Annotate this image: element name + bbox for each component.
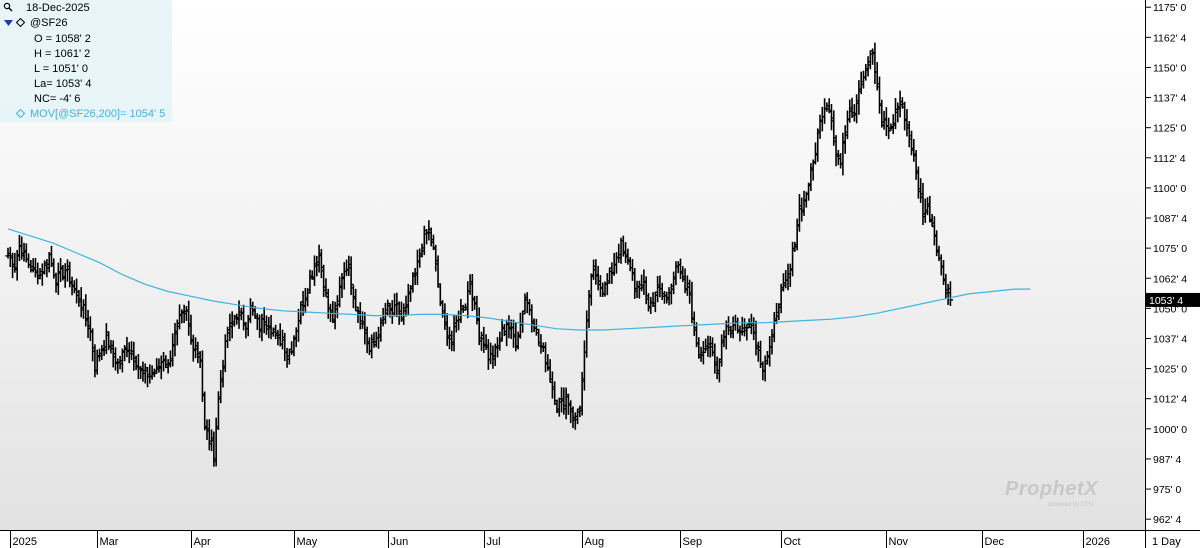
x-axis-label: Oct [784,536,801,548]
moving-average-value: MOV[@SF26,200]= 1054' 5 [30,108,166,120]
price-bar [947,281,954,306]
x-axis-label: May [297,536,318,548]
x-axis-label: Aug [585,536,605,548]
y-axis-label: 1125' 0 [1153,123,1187,135]
y-axis-label: 1100' 0 [1153,183,1187,195]
powered-by-dtn: powered by DTN [1048,502,1094,508]
x-axis-label: Apr [194,536,211,548]
last-price-label: 1053' 4 [1149,295,1183,307]
y-axis-label: 1087' 4 [1153,213,1187,225]
timeframe-label: 1 Day [1152,536,1181,548]
net-change-value: NC= -4' 6 [34,93,81,105]
data-window-panel: 18-Dec-2025 @SF26 O = 1058' 2 H = 1061' … [0,0,172,122]
last-value: La= 1053' 4 [34,78,92,90]
y-axis-label: 1000' 0 [1153,424,1187,436]
price-bar [435,255,441,288]
x-axis-label: Nov [889,536,909,548]
y-axis-label: 1012' 4 [1153,394,1187,406]
price-bar [520,310,526,333]
y-axis-label: 1062' 4 [1153,273,1187,285]
high-value: H = 1061' 2 [34,48,91,60]
price-bar [348,256,354,296]
symbol-diamond-icon [15,17,26,30]
plot-area-background [0,0,1145,530]
last-price-box [1146,292,1200,307]
y-axis-label: 1112' 4 [1153,153,1186,165]
x-axis-label: Dec [985,536,1005,548]
y-axis-label: 1025' 0 [1153,364,1187,376]
moving-average-line [7,228,1031,331]
y-axis-label: 1037' 4 [1153,333,1187,345]
y-axis-panel [1145,0,1200,548]
symbol-label: @SF26 [30,17,68,29]
y-axis-label: 1175' 0 [1153,2,1187,14]
x-axis-label: Mar [100,536,119,548]
x-axis-label: Jun [391,536,409,548]
x-axis-label: Jul [487,536,501,548]
x-axis-band [0,530,1200,548]
chart-date: 18-Dec-2025 [26,2,90,14]
magnifier-icon[interactable] [3,2,13,15]
x-axis-label: 2026 [1086,536,1110,548]
price-bar [700,341,706,365]
y-axis-label: 987' 4 [1153,454,1181,466]
y-axis-label: 1150' 0 [1153,62,1187,74]
x-axis-label: Sep [683,536,703,548]
x-axis-label: 2025 [13,536,37,548]
y-axis-label: 1137' 4 [1153,93,1187,105]
prophetx-watermark: ProphetX [1005,478,1098,500]
y-axis-label: 1075' 0 [1153,243,1187,255]
collapse-arrow-icon[interactable] [4,18,13,30]
open-value: O = 1058' 2 [34,33,91,45]
y-axis-label: 962' 4 [1153,514,1181,526]
y-axis-label: 1162' 4 [1153,32,1187,44]
y-axis-label: 975' 0 [1153,484,1181,496]
moving-average-diamond-icon [15,108,26,121]
low-value: L = 1051' 0 [34,63,88,75]
